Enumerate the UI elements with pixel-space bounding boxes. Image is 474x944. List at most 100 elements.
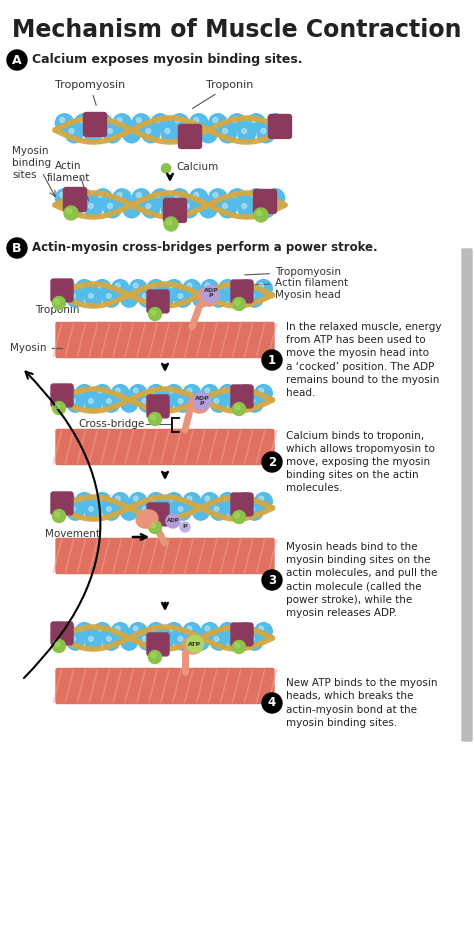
Circle shape bbox=[62, 388, 66, 393]
Circle shape bbox=[259, 388, 264, 393]
Circle shape bbox=[235, 514, 240, 517]
Circle shape bbox=[103, 503, 119, 520]
FancyBboxPatch shape bbox=[231, 385, 253, 408]
Circle shape bbox=[259, 283, 264, 288]
Circle shape bbox=[251, 117, 256, 123]
Circle shape bbox=[174, 193, 180, 197]
FancyBboxPatch shape bbox=[268, 114, 292, 139]
Ellipse shape bbox=[198, 288, 218, 306]
Circle shape bbox=[55, 404, 60, 409]
Circle shape bbox=[107, 294, 111, 298]
FancyBboxPatch shape bbox=[147, 290, 169, 312]
Circle shape bbox=[165, 204, 170, 209]
Circle shape bbox=[104, 200, 121, 218]
Circle shape bbox=[111, 279, 129, 297]
Circle shape bbox=[223, 388, 228, 393]
Circle shape bbox=[80, 626, 84, 631]
Circle shape bbox=[151, 189, 170, 207]
Circle shape bbox=[196, 294, 201, 298]
Circle shape bbox=[53, 296, 65, 310]
Circle shape bbox=[235, 300, 240, 305]
Circle shape bbox=[65, 126, 83, 143]
Circle shape bbox=[192, 633, 209, 650]
Circle shape bbox=[124, 636, 129, 641]
Circle shape bbox=[116, 388, 120, 393]
Circle shape bbox=[147, 493, 165, 510]
Circle shape bbox=[187, 283, 192, 288]
Circle shape bbox=[266, 189, 284, 207]
Circle shape bbox=[69, 128, 74, 133]
Circle shape bbox=[254, 208, 268, 222]
Circle shape bbox=[74, 189, 93, 207]
Circle shape bbox=[270, 117, 275, 123]
Circle shape bbox=[151, 626, 156, 631]
Circle shape bbox=[213, 117, 218, 123]
Circle shape bbox=[228, 291, 245, 307]
Circle shape bbox=[121, 503, 137, 520]
Circle shape bbox=[151, 497, 156, 501]
Circle shape bbox=[250, 507, 255, 512]
FancyBboxPatch shape bbox=[64, 188, 86, 211]
Circle shape bbox=[98, 117, 103, 123]
Text: ●: ● bbox=[159, 160, 171, 174]
FancyBboxPatch shape bbox=[179, 125, 201, 148]
Text: Calcium: Calcium bbox=[176, 162, 218, 172]
Circle shape bbox=[121, 291, 137, 307]
Circle shape bbox=[190, 114, 208, 132]
Circle shape bbox=[232, 117, 237, 123]
Circle shape bbox=[246, 396, 263, 413]
Circle shape bbox=[124, 294, 129, 298]
Circle shape bbox=[129, 384, 147, 402]
Circle shape bbox=[89, 507, 93, 512]
Circle shape bbox=[201, 384, 219, 402]
Circle shape bbox=[80, 283, 84, 288]
Circle shape bbox=[117, 193, 122, 197]
Circle shape bbox=[232, 294, 237, 298]
Text: Movement: Movement bbox=[45, 529, 100, 539]
Text: 3: 3 bbox=[268, 574, 276, 586]
Text: Actin
filament: Actin filament bbox=[46, 161, 90, 183]
Circle shape bbox=[160, 507, 165, 512]
Circle shape bbox=[183, 279, 201, 297]
Circle shape bbox=[116, 283, 120, 288]
Circle shape bbox=[255, 493, 272, 510]
Circle shape bbox=[219, 384, 237, 402]
Circle shape bbox=[181, 200, 198, 218]
Circle shape bbox=[232, 398, 237, 403]
Circle shape bbox=[53, 639, 65, 652]
Circle shape bbox=[262, 693, 282, 713]
Circle shape bbox=[219, 279, 237, 297]
Circle shape bbox=[160, 294, 165, 298]
Circle shape bbox=[196, 507, 201, 512]
FancyBboxPatch shape bbox=[231, 623, 253, 646]
Circle shape bbox=[155, 193, 160, 197]
Circle shape bbox=[53, 401, 65, 414]
Text: Myosin heads bind to the
myosin binding sites on the
actin molecules, and pull t: Myosin heads bind to the myosin binding … bbox=[286, 542, 438, 618]
Text: Mechanism of Muscle Contraction: Mechanism of Muscle Contraction bbox=[12, 18, 462, 42]
FancyBboxPatch shape bbox=[147, 503, 169, 526]
Circle shape bbox=[222, 204, 228, 209]
Circle shape bbox=[210, 396, 227, 413]
Circle shape bbox=[196, 636, 201, 641]
Circle shape bbox=[85, 291, 102, 307]
Circle shape bbox=[169, 626, 174, 631]
Circle shape bbox=[210, 291, 227, 307]
Circle shape bbox=[174, 396, 191, 413]
Circle shape bbox=[62, 283, 66, 288]
Circle shape bbox=[133, 626, 138, 631]
Circle shape bbox=[116, 497, 120, 501]
Circle shape bbox=[257, 211, 262, 215]
Circle shape bbox=[124, 398, 129, 403]
Circle shape bbox=[178, 398, 183, 403]
Circle shape bbox=[237, 279, 255, 297]
Circle shape bbox=[84, 126, 102, 143]
Circle shape bbox=[148, 650, 162, 664]
Circle shape bbox=[238, 126, 255, 143]
Circle shape bbox=[71, 507, 75, 512]
Circle shape bbox=[93, 623, 111, 640]
Circle shape bbox=[205, 626, 210, 631]
Circle shape bbox=[156, 503, 173, 520]
Text: Tropomyosin: Tropomyosin bbox=[245, 267, 341, 277]
FancyBboxPatch shape bbox=[51, 492, 73, 514]
Circle shape bbox=[142, 398, 147, 403]
